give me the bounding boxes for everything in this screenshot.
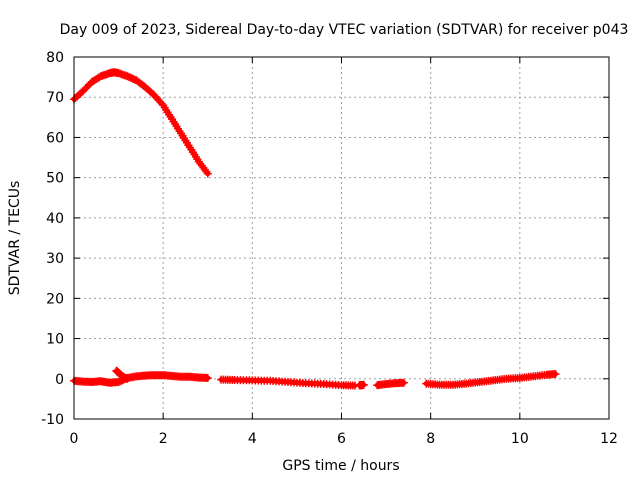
y-tick-label: 0 bbox=[55, 372, 64, 388]
x-tick-label: 10 bbox=[511, 431, 529, 447]
series-segment-5 bbox=[422, 370, 560, 389]
y-tick-label: 30 bbox=[46, 251, 64, 267]
series-segment-1-spike bbox=[112, 366, 132, 383]
y-tick-label: 60 bbox=[46, 130, 64, 146]
data-point bbox=[123, 374, 132, 383]
series-segment-2 bbox=[217, 375, 359, 390]
axis-ticks: 0 2 4 6 8 10 12 -10 0 10 20 30 40 50 60 70 80 bbox=[41, 50, 618, 447]
series-high-arc bbox=[70, 68, 212, 178]
y-tick-label: 80 bbox=[46, 50, 64, 66]
y-tick-label: 20 bbox=[46, 291, 64, 307]
series-segment-4 bbox=[373, 378, 408, 390]
y-tick-label: 50 bbox=[46, 171, 64, 187]
data-point bbox=[359, 380, 368, 389]
plot-frame bbox=[73, 56, 610, 420]
x-axis-label: GPS time / hours bbox=[282, 458, 399, 474]
series-segment-1 bbox=[70, 371, 212, 387]
chart-title: Day 009 of 2023, Sidereal Day-to-day VTE… bbox=[60, 22, 629, 38]
data-point bbox=[399, 378, 408, 387]
y-tick-label: 10 bbox=[46, 332, 64, 348]
y-tick-label: -10 bbox=[41, 412, 64, 428]
y-tick-label: 40 bbox=[46, 211, 64, 227]
series-segment-3 bbox=[355, 380, 368, 390]
x-tick-label: 2 bbox=[159, 431, 168, 447]
data-point bbox=[203, 374, 212, 382]
data-point bbox=[203, 169, 212, 178]
x-tick-label: 6 bbox=[337, 431, 346, 447]
data-point bbox=[551, 370, 560, 378]
data-layer bbox=[70, 68, 560, 390]
x-tick-label: 8 bbox=[426, 431, 435, 447]
x-tick-label: 4 bbox=[248, 431, 257, 447]
x-tick-label: 12 bbox=[600, 431, 618, 447]
y-axis-label: SDTVAR / TECUs bbox=[7, 181, 23, 296]
x-tick-label: 0 bbox=[70, 431, 79, 447]
y-tick-label: 70 bbox=[46, 90, 64, 106]
grid-lines bbox=[74, 57, 609, 419]
